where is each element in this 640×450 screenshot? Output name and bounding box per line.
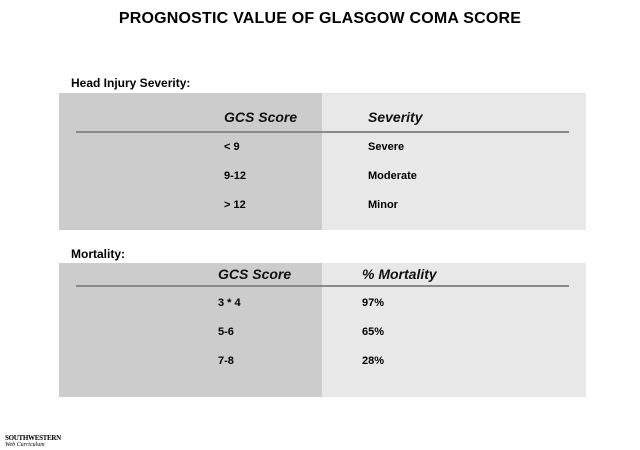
severity-left-column	[59, 93, 322, 230]
severity-section-label: Head Injury Severity:	[71, 76, 191, 90]
severity-row-1-score: < 9	[224, 141, 240, 153]
mortality-table: GCS Score % Mortality 3 * 4 97% 5-6 65% …	[59, 263, 586, 397]
mortality-row-2-value: 65%	[362, 326, 385, 338]
mortality-row-1-value: 97%	[362, 297, 385, 309]
severity-header-divider	[76, 131, 569, 133]
severity-row-1-value: Severe	[368, 141, 405, 153]
mortality-header-gcs: GCS Score	[218, 266, 292, 282]
logo-line-1: SOUTHWESTERN	[5, 434, 61, 442]
severity-row-2-value: Moderate	[368, 170, 417, 182]
mortality-section-label: Mortality:	[71, 247, 125, 261]
mortality-row-3-score: 7-8	[218, 355, 234, 367]
mortality-left-column	[59, 263, 322, 397]
severity-row-2-score: 9-12	[224, 170, 247, 182]
severity-header-severity: Severity	[368, 109, 423, 125]
logo-line-2: Web Curriculum	[5, 442, 45, 448]
southwestern-logo: SOUTHWESTERN Web Curriculum	[5, 435, 61, 449]
page-title: PROGNOSTIC VALUE OF GLASGOW COMA SCORE	[118, 10, 522, 27]
mortality-header-percent: % Mortality	[362, 266, 437, 282]
severity-row-3-score: > 12	[224, 199, 246, 211]
mortality-row-2-score: 5-6	[218, 326, 234, 338]
severity-row-3-value: Minor	[368, 199, 398, 211]
severity-right-column	[322, 93, 586, 230]
mortality-row-1-score: 3 * 4	[218, 297, 241, 309]
severity-header-gcs: GCS Score	[224, 109, 298, 125]
mortality-header-divider	[76, 285, 569, 287]
mortality-row-3-value: 28%	[362, 355, 385, 367]
severity-table: GCS Score Severity < 9 Severe 9-12 Moder…	[59, 93, 586, 230]
